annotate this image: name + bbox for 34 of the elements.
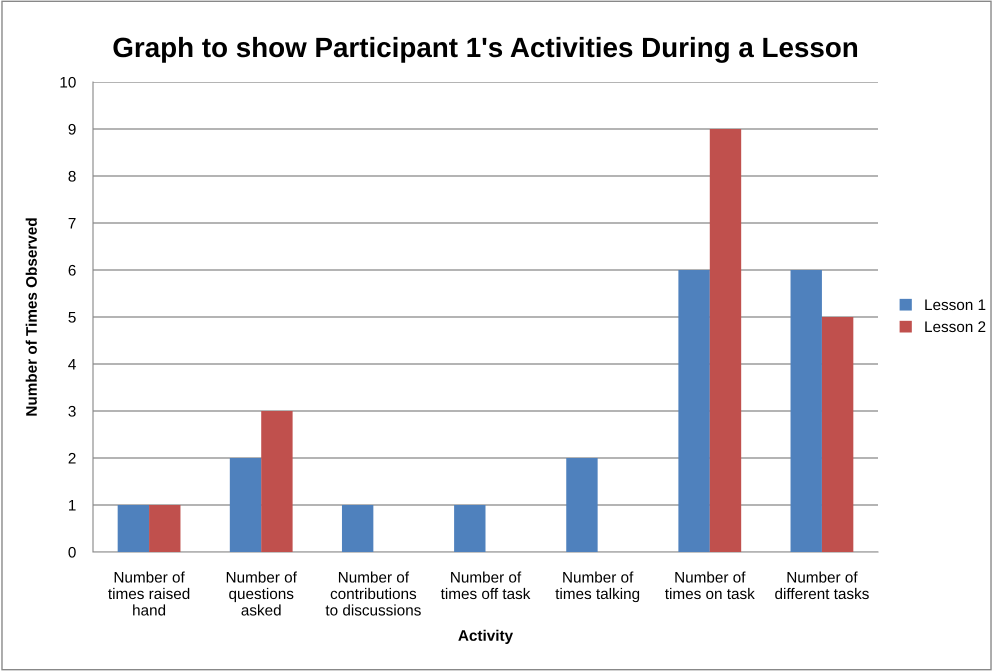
y-tick-label: 10	[60, 76, 76, 88]
x-tick-label: Number of times on task	[665, 571, 755, 600]
bar	[118, 505, 150, 552]
y-tick-label: 6	[68, 264, 76, 276]
bar	[261, 411, 293, 552]
x-tick-label: Number of times raised hand	[108, 571, 190, 616]
y-tick-label: 4	[68, 359, 76, 370]
y-tick-label: 0	[68, 546, 76, 558]
bar	[342, 505, 374, 552]
y-tick-label: 2	[68, 452, 76, 464]
x-tick-label: Number of different tasks	[775, 571, 869, 600]
chart-title: Graph to show Participant 1's Activities During a Lesson	[113, 36, 858, 63]
bar	[566, 458, 598, 552]
bar	[678, 270, 710, 552]
x-axis-title: Activity	[458, 630, 514, 644]
x-tick-label: Number of times talking	[555, 571, 640, 602]
y-tick-label: 7	[68, 218, 76, 229]
y-tick-label: 9	[68, 124, 76, 135]
y-tick-label: 3	[68, 406, 76, 417]
bar	[454, 505, 486, 552]
legend-label: Lesson 1	[925, 300, 986, 310]
y-tick-label: 8	[68, 170, 76, 182]
bar	[710, 129, 742, 552]
y-tick-label: 1	[69, 500, 76, 511]
bar	[790, 270, 822, 552]
bar	[822, 317, 854, 552]
bar	[149, 505, 180, 552]
x-tick-label: Number of contributions to discussions	[326, 571, 421, 616]
legend-label: Lesson 2	[925, 321, 986, 332]
x-tick-label: Number of times off task	[440, 571, 530, 600]
bar	[230, 458, 262, 552]
y-tick-label: 5	[68, 312, 76, 323]
y-axis-title: Number of Times Observed	[26, 218, 37, 416]
x-tick-label: Number of questions asked	[226, 571, 297, 616]
